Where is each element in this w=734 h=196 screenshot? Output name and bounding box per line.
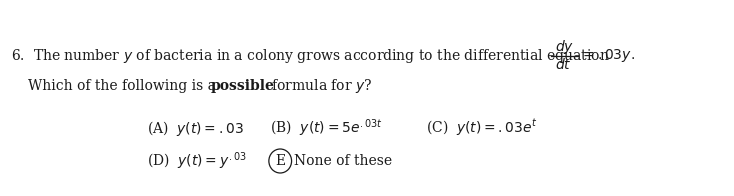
Text: E: E [275,154,286,168]
Text: $= .03y.$: $= .03y.$ [581,47,635,64]
Text: 6.  The number $y$ of bacteria in a colony grows according to the differential e: 6. The number $y$ of bacteria in a colon… [11,47,610,65]
Text: None of these: None of these [294,154,393,168]
Text: (C)  $y(t) = .03e^{t}$: (C) $y(t) = .03e^{t}$ [426,118,538,138]
Text: Which of the following is a: Which of the following is a [29,79,221,93]
Text: $dt$: $dt$ [555,57,572,72]
Text: formula for $y$?: formula for $y$? [267,77,372,95]
Text: possible: possible [210,79,274,93]
Text: (B)  $y(t) = 5e^{.03t}$: (B) $y(t) = 5e^{.03t}$ [270,117,382,139]
Text: (A)  $y(t) = .03$: (A) $y(t) = .03$ [147,119,244,138]
Text: $dy$: $dy$ [555,38,574,56]
Text: (D)  $y(t) = y^{.03}$: (D) $y(t) = y^{.03}$ [147,150,247,172]
